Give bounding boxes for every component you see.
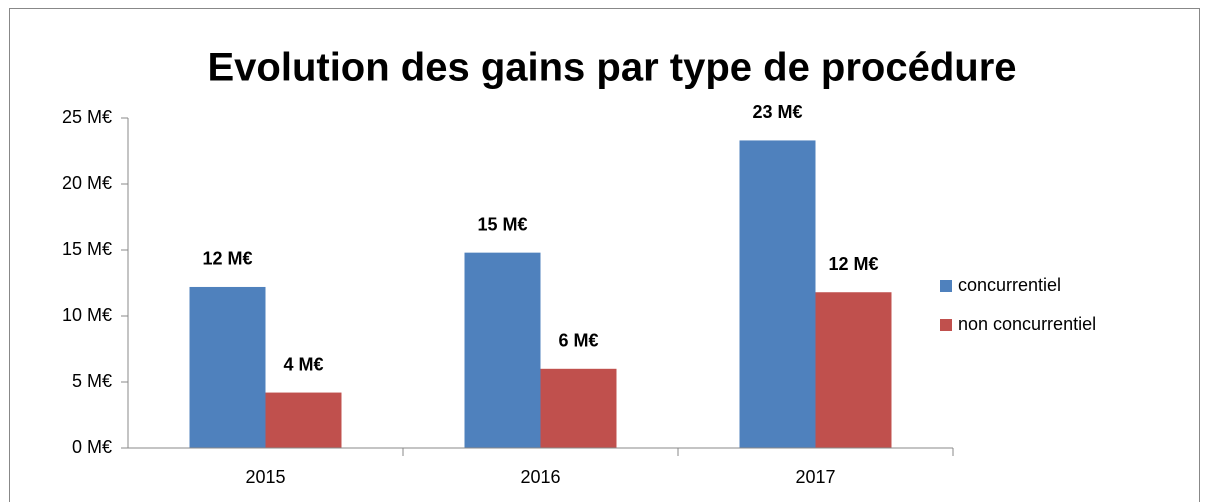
value-label: 12 M€ xyxy=(202,249,252,269)
y-tick-label: 0 M€ xyxy=(72,437,112,457)
bar xyxy=(464,252,541,448)
value-label: 12 M€ xyxy=(828,254,878,274)
value-label: 15 M€ xyxy=(477,214,527,234)
y-tick-label: 20 M€ xyxy=(62,173,112,193)
value-label: 4 M€ xyxy=(283,354,323,374)
value-label: 6 M€ xyxy=(558,331,598,351)
y-tick-label: 25 M€ xyxy=(62,107,112,127)
y-tick-label: 5 M€ xyxy=(72,371,112,391)
chart-border xyxy=(9,8,1200,502)
legend-swatch xyxy=(940,280,952,292)
legend-label: non concurrentiel xyxy=(958,314,1096,334)
legend-swatch xyxy=(940,319,952,331)
chart-title: Evolution des gains par type de procédur… xyxy=(207,46,1016,90)
y-tick-label: 10 M€ xyxy=(62,305,112,325)
value-label: 23 M€ xyxy=(752,102,802,122)
bar xyxy=(540,368,617,448)
bar xyxy=(815,292,892,448)
bar xyxy=(739,140,816,448)
bar xyxy=(265,392,342,448)
legend-label: concurrentiel xyxy=(958,275,1061,295)
bar xyxy=(189,286,266,448)
y-tick-label: 15 M€ xyxy=(62,239,112,259)
x-tick-label: 2017 xyxy=(795,467,835,487)
x-tick-label: 2016 xyxy=(520,467,560,487)
x-tick-label: 2015 xyxy=(245,467,285,487)
